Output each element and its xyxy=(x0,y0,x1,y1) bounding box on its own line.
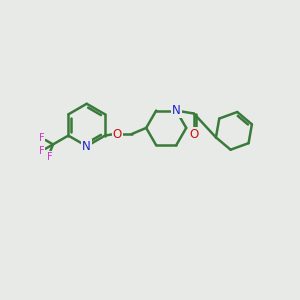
Text: F: F xyxy=(47,152,52,162)
Text: N: N xyxy=(172,104,181,117)
Text: O: O xyxy=(113,128,122,141)
Text: F: F xyxy=(39,133,45,143)
Text: O: O xyxy=(189,128,199,141)
Text: N: N xyxy=(82,140,91,153)
Text: F: F xyxy=(39,146,45,156)
